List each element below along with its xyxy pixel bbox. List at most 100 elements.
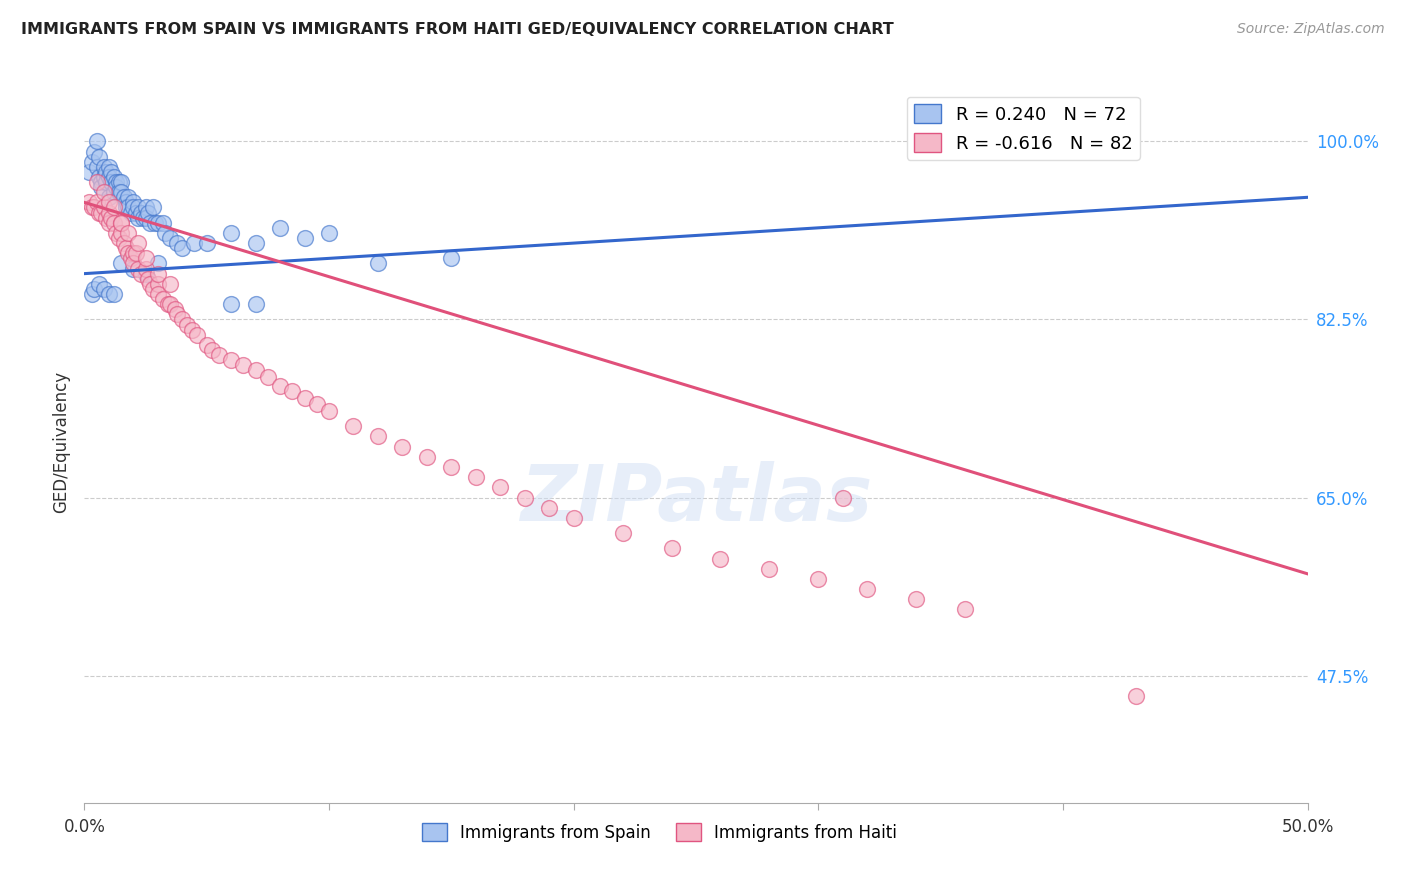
Point (200, 343, 222, 357)
Point (136, 205, 159, 219)
Point (953, 602, 976, 616)
Point (97, 205, 120, 219)
Point (172, 312, 194, 326)
Point (135, 267, 157, 281)
Point (100, 165, 122, 179)
Point (122, 201, 145, 215)
Point (367, 429, 389, 443)
Point (87, 277, 110, 291)
Point (416, 450, 439, 464)
Point (93, 201, 115, 215)
Point (136, 271, 159, 285)
Point (117, 226, 139, 240)
Point (127, 211, 149, 225)
Point (152, 292, 174, 306)
Point (103, 185, 125, 199)
Point (146, 267, 169, 281)
Point (135, 211, 157, 225)
Point (342, 419, 364, 434)
Point (97, 160, 120, 174)
Point (186, 327, 208, 342)
Point (105, 175, 128, 189)
Point (538, 500, 561, 515)
Point (318, 404, 340, 418)
Point (105, 180, 128, 194)
Point (110, 256, 132, 270)
Point (183, 236, 205, 251)
Point (129, 205, 152, 219)
Point (146, 256, 169, 270)
Point (107, 231, 129, 245)
Point (294, 391, 316, 405)
Point (110, 226, 132, 240)
Point (100, 211, 122, 225)
Text: ZIPatlas: ZIPatlas (520, 461, 872, 537)
Point (139, 216, 162, 230)
Point (195, 338, 218, 352)
Point (86, 160, 108, 174)
Point (257, 370, 280, 384)
Point (86, 134, 108, 148)
Point (281, 384, 304, 398)
Point (93, 282, 115, 296)
Point (391, 440, 413, 454)
Point (758, 562, 780, 576)
Point (159, 231, 181, 245)
Point (709, 551, 731, 566)
Point (1125, 689, 1147, 703)
Point (103, 169, 125, 184)
Point (117, 246, 139, 260)
Point (77, 165, 100, 179)
Point (159, 297, 181, 311)
Point (112, 236, 135, 251)
Point (139, 277, 162, 291)
Point (90, 205, 112, 219)
Point (80, 154, 103, 169)
Point (905, 592, 928, 607)
Point (219, 353, 242, 368)
Point (87, 205, 110, 219)
Point (195, 236, 218, 251)
Point (146, 277, 169, 291)
Point (86, 175, 108, 189)
Point (127, 201, 149, 215)
Point (96, 211, 118, 225)
Point (143, 216, 166, 230)
Point (97, 216, 120, 230)
Point (367, 256, 389, 270)
Point (245, 236, 267, 251)
Point (305, 397, 328, 411)
Point (125, 205, 148, 219)
Point (127, 261, 149, 276)
Point (96, 165, 118, 179)
Point (142, 201, 165, 215)
Point (110, 216, 132, 230)
Point (80, 201, 103, 215)
Point (166, 307, 188, 321)
Point (122, 261, 145, 276)
Point (110, 216, 132, 230)
Point (135, 261, 157, 276)
Point (83, 145, 105, 159)
Point (83, 201, 105, 215)
Point (110, 185, 132, 199)
Y-axis label: GED/Equivalency: GED/Equivalency (52, 370, 70, 513)
Point (464, 470, 486, 484)
Point (129, 267, 152, 281)
Point (93, 169, 115, 184)
Text: IMMIGRANTS FROM SPAIN VS IMMIGRANTS FROM HAITI GED/EQUIVALENCY CORRELATION CHART: IMMIGRANTS FROM SPAIN VS IMMIGRANTS FROM… (21, 22, 894, 37)
Point (269, 378, 291, 392)
Point (93, 160, 115, 174)
Point (181, 323, 204, 337)
Point (163, 302, 186, 317)
Point (122, 246, 145, 260)
Point (132, 211, 155, 225)
Point (105, 226, 128, 240)
Point (166, 236, 188, 251)
Point (97, 190, 120, 204)
Point (153, 226, 176, 240)
Point (172, 241, 194, 255)
Point (117, 201, 139, 215)
Point (90, 180, 112, 194)
Point (661, 541, 683, 556)
